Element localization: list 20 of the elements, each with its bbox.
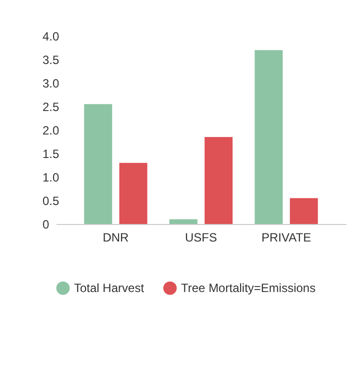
bar — [254, 50, 283, 224]
bar — [204, 137, 233, 224]
y-tick-label: 3.5 — [42, 53, 60, 67]
bar — [169, 219, 198, 224]
y-tick-label: 1.0 — [42, 170, 60, 184]
y-tick-label: 4.0 — [42, 30, 60, 44]
legend-label: Total Harvest — [74, 281, 145, 296]
bar — [290, 198, 318, 224]
bar — [119, 162, 148, 224]
y-tick-label: 0 — [42, 218, 50, 232]
y-tick-label: 1.5 — [42, 147, 60, 161]
x-tick-label: PRIVATE — [262, 230, 312, 244]
y-tick-label: 2.5 — [42, 100, 60, 114]
legend-label: Tree Mortality=Emissions — [181, 281, 316, 296]
y-tick-label: 3.0 — [42, 76, 60, 90]
y-tick-label: 2.0 — [42, 124, 60, 138]
x-tick-label: USFS — [184, 230, 218, 244]
bar — [84, 104, 112, 224]
y-tick-label: 0.5 — [42, 194, 60, 208]
x-tick-label: DNR — [102, 230, 130, 244]
